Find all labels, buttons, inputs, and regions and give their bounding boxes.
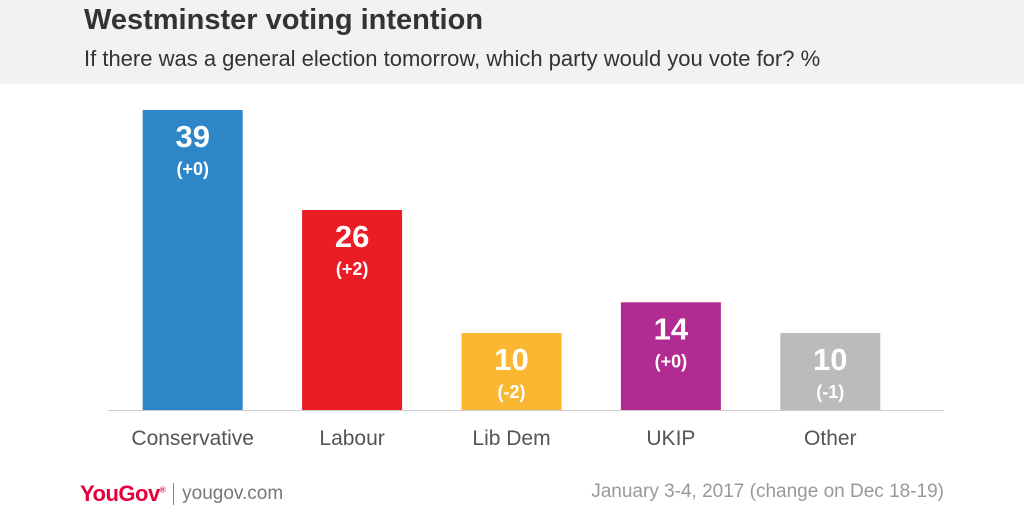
bar-conservative[interactable] (142, 110, 243, 410)
date-footnote: January 3-4, 2017 (change on Dec 18-19) (591, 481, 944, 502)
category-label-lib-dem: Lib Dem (472, 427, 550, 450)
value-label-other: 10 (813, 342, 847, 377)
value-label-labour: 26 (335, 219, 369, 254)
value-label-lib-dem: 10 (494, 342, 528, 377)
category-label-other: Other (804, 427, 857, 450)
value-label-ukip: 14 (654, 311, 689, 346)
change-label-labour: (+2) (336, 259, 369, 279)
brand-footer: YouGov® yougov.com (80, 480, 283, 508)
category-label-conservative: Conservative (131, 427, 254, 450)
chart-title: Westminster voting intention (84, 4, 484, 36)
yougov-logo[interactable]: YouGov® (80, 481, 166, 506)
bar-other[interactable] (780, 333, 881, 410)
chart-subtitle: If there was a general election tomorrow… (84, 46, 821, 71)
bar-chart: 39 (+0) Conservative 26 (+2) Labour 10 (-2) Lib … (108, 110, 944, 450)
website-link[interactable]: yougov.com (182, 483, 284, 504)
bar-lib-dem[interactable] (461, 333, 562, 410)
change-label-conservative: (+0) (176, 159, 209, 179)
category-label-ukip: UKIP (646, 427, 695, 450)
bar-labour[interactable] (302, 210, 403, 410)
header-band: Westminster voting intention If there wa… (0, 0, 1024, 84)
change-label-lib-dem: (-2) (498, 382, 526, 402)
value-label-conservative: 39 (175, 119, 209, 154)
bar-ukip[interactable] (620, 302, 721, 410)
category-label-labour: Labour (319, 427, 384, 450)
change-label-ukip: (+0) (655, 351, 688, 371)
change-label-other: (-1) (816, 382, 844, 402)
footer-divider (173, 483, 175, 505)
